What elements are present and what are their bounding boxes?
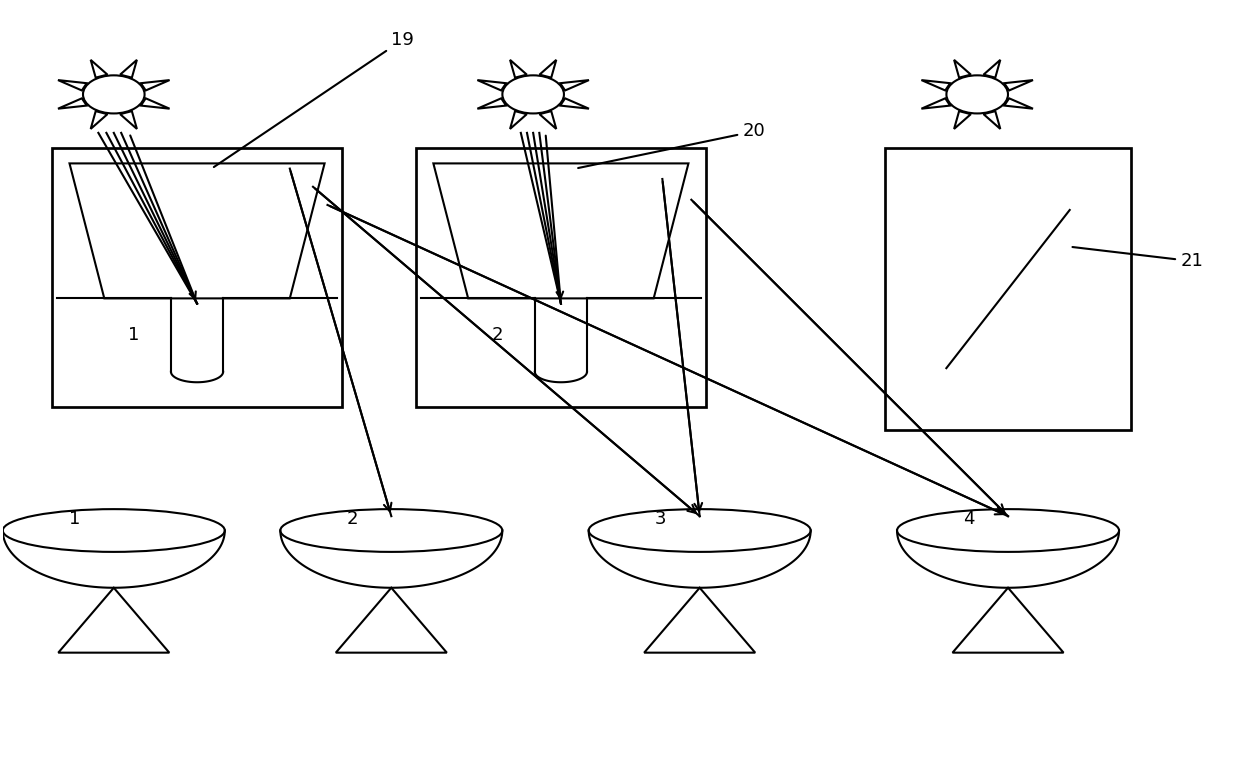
Text: 1: 1 bbox=[69, 510, 81, 528]
Text: 3: 3 bbox=[655, 510, 667, 528]
Text: 2: 2 bbox=[347, 510, 358, 528]
Text: 20: 20 bbox=[579, 122, 766, 168]
Text: 19: 19 bbox=[214, 31, 414, 167]
Bar bbox=[416, 148, 706, 408]
Bar bbox=[885, 148, 1131, 431]
Text: 21: 21 bbox=[1073, 247, 1203, 270]
Text: 1: 1 bbox=[128, 326, 139, 344]
Bar bbox=[52, 148, 342, 408]
Text: 2: 2 bbox=[492, 326, 503, 344]
Text: 4: 4 bbox=[964, 510, 975, 528]
